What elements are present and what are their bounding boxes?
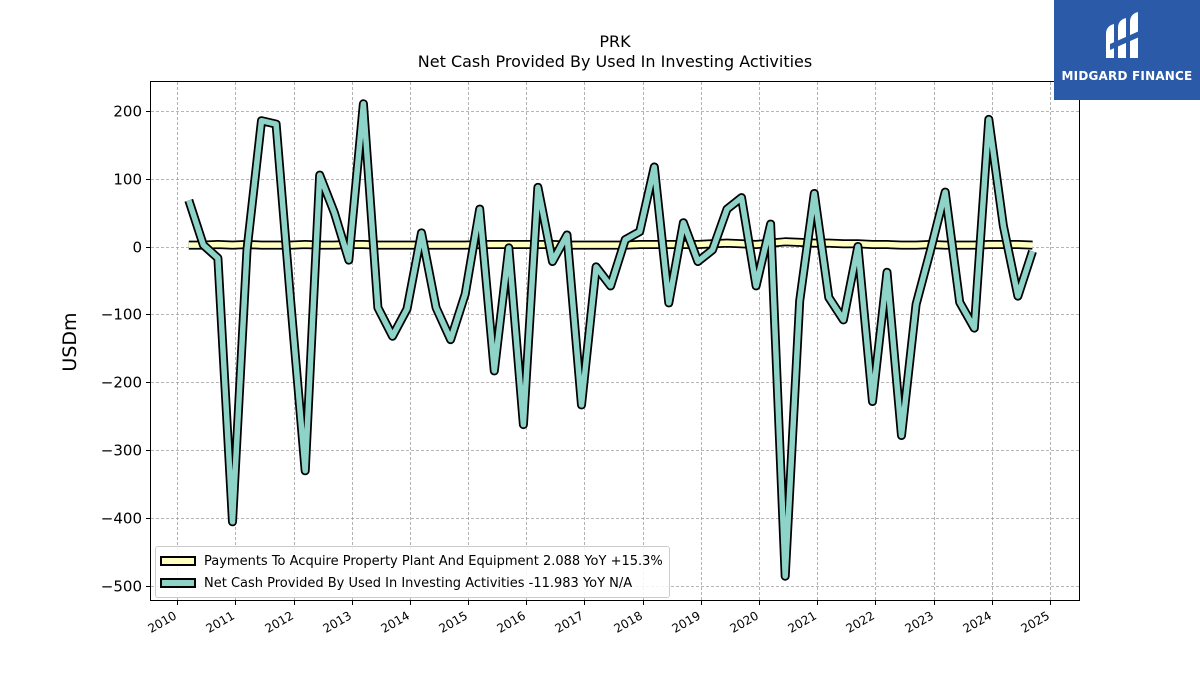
x-tick-label: 2019 xyxy=(670,608,703,635)
legend-item: Net Cash Provided By Used In Investing A… xyxy=(160,572,663,594)
x-tick-label: 2025 xyxy=(1019,608,1052,635)
legend-item: Payments To Acquire Property Plant And E… xyxy=(160,550,663,572)
series-outline xyxy=(184,99,1037,581)
y-tick-label: −200 xyxy=(101,374,142,392)
x-tick-label: 2010 xyxy=(146,608,179,635)
y-tick-label: −400 xyxy=(101,510,142,528)
y-tick-label: −100 xyxy=(101,306,142,324)
y-tick-label: 200 xyxy=(113,103,142,121)
legend: Payments To Acquire Property Plant And E… xyxy=(155,546,670,598)
legend-swatch xyxy=(160,578,196,588)
x-tick-label: 2014 xyxy=(379,608,412,635)
x-tick-label: 2021 xyxy=(786,608,819,635)
chart-subtitle: Net Cash Provided By Used In Investing A… xyxy=(417,52,813,71)
x-tick-label: 2020 xyxy=(728,608,761,635)
chart-title: PRK xyxy=(599,32,631,51)
y-tick-label: 100 xyxy=(113,171,142,189)
x-tick-label: 2023 xyxy=(903,608,936,635)
logo-text: MIDGARD FINANCE xyxy=(1061,69,1193,83)
x-tick-label: 2012 xyxy=(263,608,296,635)
y-tick-label: 0 xyxy=(132,239,142,257)
logo-mark-icon xyxy=(1106,12,1146,58)
series-layer xyxy=(184,99,1037,581)
y-tick-label: −300 xyxy=(101,442,142,460)
legend-swatch xyxy=(160,556,196,566)
x-tick-label: 2011 xyxy=(204,608,237,635)
midgard-finance-logo: MIDGARD FINANCE xyxy=(1054,0,1200,100)
x-tick-label: 2024 xyxy=(961,608,994,635)
plot-area-frame xyxy=(150,81,1080,601)
x-tick-label: 2015 xyxy=(437,608,470,635)
x-tick-label: 2018 xyxy=(612,608,645,635)
legend-label: Payments To Acquire Property Plant And E… xyxy=(204,553,663,569)
x-tick-label: 2022 xyxy=(844,608,877,635)
x-tick-label: 2017 xyxy=(553,608,586,635)
y-axis-label: USDm xyxy=(59,312,81,371)
y-tick-label: −500 xyxy=(101,578,142,596)
x-tick-label: 2013 xyxy=(321,608,354,635)
x-tick-label: 2016 xyxy=(495,608,528,635)
legend-label: Net Cash Provided By Used In Investing A… xyxy=(204,575,633,591)
